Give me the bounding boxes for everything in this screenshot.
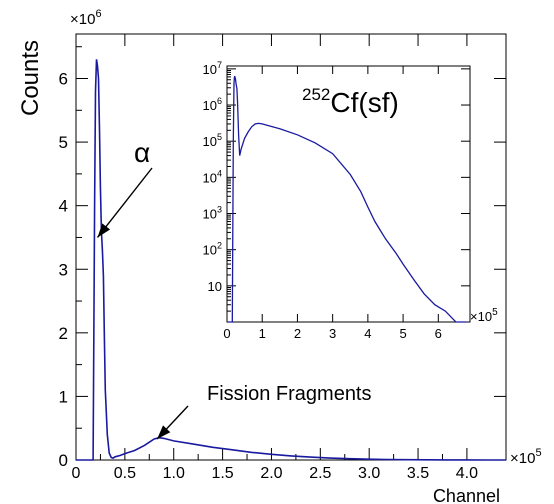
inset-x-tick-label: 6 — [435, 326, 442, 341]
main-x-tick-label: 4.0 — [456, 465, 478, 482]
y-axis-label: Counts — [17, 40, 44, 116]
main-y-tick-label: 0 — [59, 451, 68, 470]
main-y-tick-label: 3 — [59, 260, 68, 279]
main-y-tick-label: 2 — [59, 324, 68, 343]
x-axis-label: Channel — [433, 486, 500, 504]
inset-x-tick-label: 1 — [259, 326, 266, 341]
main-x-tick-label: 1.5 — [211, 465, 233, 482]
inset-y-tick-label: 10 — [208, 279, 222, 294]
main-y-tick-label: 6 — [59, 70, 68, 89]
alpha-annotation-arrowhead — [98, 223, 111, 237]
x-multiplier: ×105 — [510, 447, 542, 467]
alpha-annotation-label: α — [134, 137, 150, 168]
main-x-tick-label: 3.5 — [407, 465, 429, 482]
main-x-tick-label: 1.0 — [163, 465, 185, 482]
main-y-tick-label: 4 — [59, 197, 68, 216]
fission-annotation-label: Fission Fragments — [207, 383, 372, 405]
inset-x-tick-label: 5 — [399, 326, 406, 341]
main-x-tick-label: 0.5 — [114, 465, 136, 482]
inset-x-tick-label: 4 — [364, 326, 371, 341]
main-y-tick-label: 1 — [59, 387, 68, 406]
inset-y-tick-label: 103 — [203, 205, 222, 222]
main-y-tick-label: 5 — [59, 133, 68, 152]
y-multiplier: ×106 — [70, 8, 102, 28]
main-x-tick-label: 2.0 — [260, 465, 282, 482]
inset-y-tick-label: 104 — [203, 168, 222, 185]
inset-y-tick-label: 106 — [203, 96, 222, 113]
inset-x-tick-label: 0 — [223, 326, 230, 341]
main-x-tick-label: 3.0 — [358, 465, 380, 482]
inset-y-tick-label: 105 — [203, 132, 222, 149]
inset-x-tick-label: 3 — [329, 326, 336, 341]
inset-x-tick-label: 2 — [294, 326, 301, 341]
inset-y-tick-label: 102 — [203, 241, 222, 258]
inset-x-multiplier: ×105 — [470, 307, 498, 324]
inset-y-tick-label: 107 — [203, 60, 222, 77]
main-x-tick-label: 2.5 — [309, 465, 331, 482]
main-x-tick-label: 0 — [72, 465, 81, 482]
